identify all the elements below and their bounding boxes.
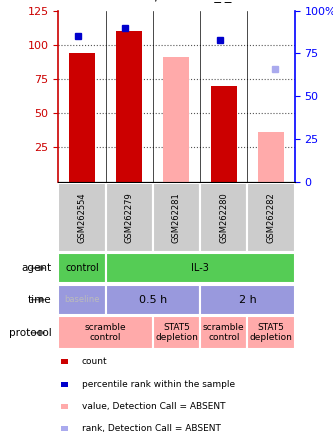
Bar [200,285,295,315]
Text: percentile rank within the sample: percentile rank within the sample [82,380,235,388]
Text: control: control [65,263,99,273]
Bar [247,183,295,252]
Bar [58,285,106,315]
Bar [106,183,153,252]
Bar [200,183,247,252]
Text: time: time [28,295,52,305]
Text: protocol: protocol [9,328,52,338]
Text: STAT5
depletion: STAT5 depletion [155,323,198,342]
Bar [58,316,153,349]
Bar [58,253,106,283]
Bar [258,132,284,182]
Bar [61,360,69,364]
Text: rank, Detection Call = ABSENT: rank, Detection Call = ABSENT [82,424,221,433]
Bar [69,53,95,182]
Bar [116,31,142,182]
Bar [200,316,247,349]
Text: agent: agent [22,263,52,273]
Text: 2 h: 2 h [238,295,256,305]
Text: GSM262280: GSM262280 [219,192,228,243]
Bar [211,86,237,182]
Text: scramble
control: scramble control [203,323,244,342]
Bar [58,183,106,252]
Text: baseline: baseline [64,295,100,304]
Text: count: count [82,357,108,366]
Bar [164,57,189,182]
Text: IL-3: IL-3 [191,263,209,273]
Bar [61,404,69,408]
Bar [153,316,200,349]
Text: GSM262281: GSM262281 [172,192,181,243]
Text: 0.5 h: 0.5 h [139,295,167,305]
Text: GSM262279: GSM262279 [125,192,134,243]
Bar [247,316,295,349]
Bar [61,426,69,431]
Text: STAT5
depletion: STAT5 depletion [250,323,292,342]
Text: GDS3351 / 166955_i_at: GDS3351 / 166955_i_at [88,0,245,2]
Text: GSM262554: GSM262554 [77,192,87,243]
Text: value, Detection Call = ABSENT: value, Detection Call = ABSENT [82,402,225,411]
Bar [106,285,200,315]
Bar [153,183,200,252]
Bar [106,253,295,283]
Text: scramble
control: scramble control [85,323,127,342]
Text: GSM262282: GSM262282 [266,192,276,243]
Bar [61,381,69,386]
